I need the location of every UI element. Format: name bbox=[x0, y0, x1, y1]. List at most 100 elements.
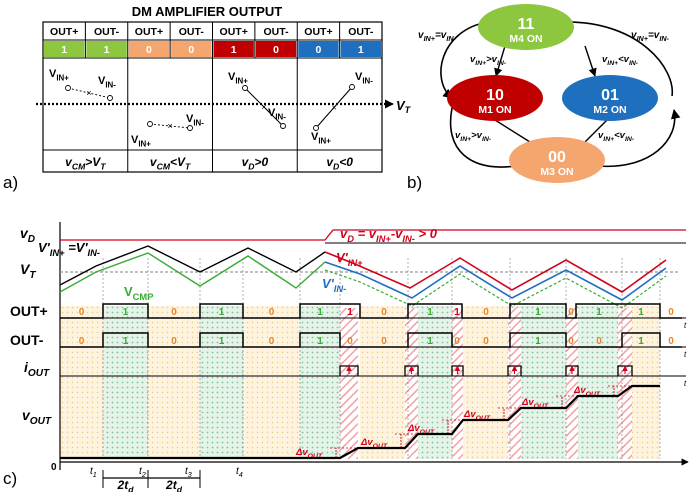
out-plus-bit: 0 bbox=[568, 307, 574, 318]
arrow-11-to-01-inner bbox=[584, 45, 597, 77]
bit-cell bbox=[255, 41, 297, 57]
panel-a-title: DM AMPLIFIER OUTPUT bbox=[132, 4, 283, 19]
transition-eq-right: vIN+=vIN- bbox=[631, 30, 670, 43]
state-code: 11 bbox=[518, 16, 535, 33]
arrow-11-to-10-inner bbox=[494, 45, 506, 77]
cell3-link bbox=[244, 87, 284, 127]
state-code: 01 bbox=[601, 87, 619, 104]
cell4-link bbox=[315, 86, 353, 129]
bit-value: 0 bbox=[146, 44, 152, 56]
panel-a-signal-cells: VIN+ VIN-××VIN+VIN-VIN+VIN-×VIN-VIN+× bbox=[49, 68, 373, 148]
out-plus-bit: 1 bbox=[638, 307, 644, 318]
state-01 bbox=[562, 75, 658, 121]
shade-reset-phase bbox=[300, 306, 340, 459]
arrow-00-to-10-inner bbox=[486, 112, 531, 143]
vt-label: VT bbox=[20, 261, 36, 281]
cell4-vin-minus: VIN- bbox=[355, 71, 373, 85]
out-minus-bit: 1 bbox=[317, 336, 323, 347]
timing-diagram: 0 vD vD = vIN+-vIN- > 0 VTV'IN+ =V'IN- VCMP V… bbox=[10, 222, 689, 495]
out-plus-bit: 0 bbox=[483, 307, 489, 318]
header-cell: OUT- bbox=[348, 26, 374, 38]
condition-label: vD>0 bbox=[242, 155, 269, 172]
shade-off-phase bbox=[148, 306, 200, 459]
state-code: 10 bbox=[486, 87, 504, 104]
origin-label: 0 bbox=[51, 462, 57, 473]
iout-label: iOUT bbox=[24, 359, 50, 379]
out-minus-bit: 0 bbox=[596, 336, 602, 347]
shade-current-pulse bbox=[452, 308, 463, 459]
time-mark-label: t4 bbox=[236, 466, 243, 479]
arrow-00-to-01-inner bbox=[584, 111, 616, 143]
header-cell: OUT- bbox=[94, 26, 120, 38]
out-plus-bit: 0 bbox=[381, 307, 387, 318]
vcmp-diff-trace bbox=[324, 269, 667, 309]
out-plus-bit: 0 bbox=[668, 307, 674, 318]
out-plus-bit: 1 bbox=[219, 307, 225, 318]
out-plus-bit: 0 bbox=[171, 307, 177, 318]
bit-value: 0 bbox=[188, 44, 194, 56]
vin-equal-label: V'IN+ =V'IN- bbox=[38, 240, 100, 258]
arrow-01-to-11 bbox=[553, 17, 674, 97]
out-minus-bit: 0 bbox=[347, 336, 353, 347]
panel-a-grid bbox=[43, 22, 382, 172]
delta-vout-label: ΔvOUT bbox=[463, 409, 491, 422]
two-td-label: 2td bbox=[165, 478, 183, 492]
shade-current-pulse bbox=[340, 308, 358, 459]
bit-cell bbox=[340, 41, 381, 57]
shade-reset-phase bbox=[103, 306, 148, 459]
vd-trace bbox=[60, 229, 686, 241]
delta-vout-label: ΔvOUT bbox=[295, 447, 323, 460]
cell3-node-minus bbox=[280, 123, 286, 129]
delta-vout-label: ΔvOUT bbox=[521, 397, 549, 410]
panel-b-tag: b) bbox=[407, 173, 422, 192]
out-minus-bit: 0 bbox=[79, 336, 85, 347]
out-minus-bit: 1 bbox=[219, 336, 225, 347]
cell1-cross: × bbox=[86, 88, 91, 98]
delta-vout-label: ΔvOUT bbox=[360, 437, 388, 450]
cell4-node-minus bbox=[349, 84, 355, 90]
shade-off-phase bbox=[462, 306, 510, 459]
vd-label: vD bbox=[20, 225, 35, 245]
cell1-node-minus bbox=[107, 95, 113, 101]
cell2-node-plus bbox=[147, 121, 153, 127]
panel-a-conditions: vCM>VT vCM<VT vD>0 vD<0 bbox=[65, 155, 353, 172]
state-label: M2 ON bbox=[593, 104, 626, 116]
delta-vout-label: ΔvOUT bbox=[573, 385, 601, 398]
out-plus-bit: 1 bbox=[454, 307, 460, 318]
out-minus-bit: 0 bbox=[568, 336, 574, 347]
out-minus-bit: 0 bbox=[381, 336, 387, 347]
out-minus-bit: 1 bbox=[427, 336, 433, 347]
cell3-cross: × bbox=[261, 102, 266, 112]
state-10 bbox=[447, 75, 543, 121]
vin-common-trace bbox=[59, 245, 326, 286]
state-label: M1 ON bbox=[478, 104, 511, 116]
out-minus-bit: 0 bbox=[269, 336, 275, 347]
condition-label: vCM<VT bbox=[150, 155, 191, 172]
cell4-node-plus bbox=[313, 125, 319, 131]
bit-value: 1 bbox=[358, 44, 364, 56]
state-00 bbox=[509, 137, 605, 183]
header-cell: OUT- bbox=[179, 26, 205, 38]
panel-a-bits: 1 1 0 0 1 0 0 1 bbox=[44, 41, 381, 57]
header-cell: OUT+ bbox=[220, 26, 248, 38]
time-mark-label: t3 bbox=[185, 466, 192, 479]
transition-eq-left: vIN+=vIN- bbox=[418, 30, 457, 43]
out-minus-bit: 1 bbox=[638, 336, 644, 347]
bit-value: 0 bbox=[273, 44, 279, 56]
time-mark-label: t1 bbox=[90, 466, 97, 479]
condition-label: vD<0 bbox=[326, 155, 353, 172]
shade-current-pulse bbox=[618, 308, 632, 459]
vd-equation: vD = vIN+-vIN- > 0 bbox=[340, 226, 438, 244]
transition-gt-top: vIN+>vIN- bbox=[470, 54, 507, 67]
out-minus-bit: 1 bbox=[123, 336, 129, 347]
bit-cell bbox=[171, 41, 212, 57]
arrow-00-to-01 bbox=[597, 109, 681, 168]
out-plus-bit: 1 bbox=[427, 307, 433, 318]
vout-label: vOUT bbox=[22, 407, 52, 427]
shade-current-pulse bbox=[508, 308, 521, 459]
out-minus-bit: 0 bbox=[668, 336, 674, 347]
shade-reset-phase bbox=[576, 306, 622, 459]
cell4-cross: × bbox=[331, 103, 336, 113]
out-plus-bit: 1 bbox=[123, 307, 129, 318]
cell2-link bbox=[149, 123, 191, 129]
